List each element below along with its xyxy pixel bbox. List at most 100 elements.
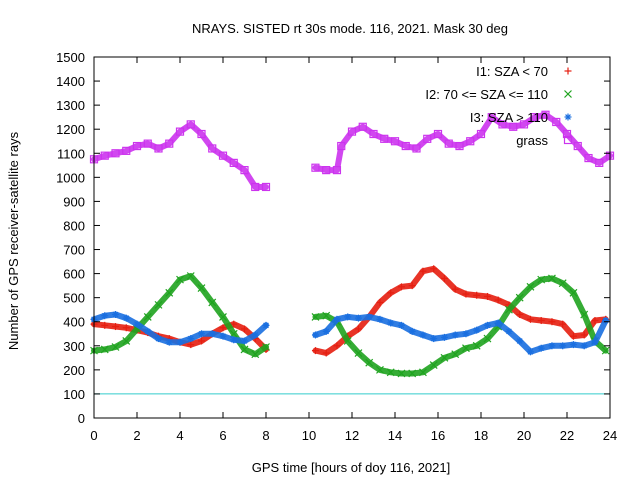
data-point: [175, 127, 185, 136]
marker-stroke: [387, 320, 394, 326]
data-point: [332, 166, 342, 175]
legend-marker: [564, 67, 572, 75]
marker-stroke: [569, 288, 578, 297]
data-point: [358, 122, 367, 131]
chart-title: NRAYS. SISTED rt 30s mode. 116, 2021. Ma…: [192, 21, 508, 36]
marker-stroke: [466, 137, 475, 146]
x-tick-label: 16: [431, 428, 445, 443]
y-tick-label: 400: [63, 315, 85, 330]
data-point: [241, 337, 248, 345]
marker-stroke: [209, 330, 216, 337]
marker-stroke: [240, 345, 249, 354]
data-point: [423, 134, 432, 143]
marker-stroke: [187, 335, 194, 342]
data-point: [218, 151, 228, 160]
data-point: [144, 327, 152, 335]
data-point: [154, 300, 163, 309]
marker-stroke: [347, 127, 357, 136]
data-point: [397, 283, 405, 291]
marker-stroke: [261, 182, 271, 192]
marker-stroke: [186, 272, 195, 280]
marker-stroke: [530, 113, 539, 122]
marker-stroke: [601, 346, 610, 355]
data-point: [516, 337, 524, 345]
marker-stroke: [592, 339, 598, 346]
marker-stroke: [473, 327, 480, 334]
marker-stroke: [515, 293, 524, 302]
marker-stroke: [455, 141, 464, 151]
y-tick-label: 800: [63, 218, 85, 233]
y-tick-label: 100: [63, 387, 85, 402]
legend-marker: [563, 135, 573, 145]
data-point: [419, 331, 427, 339]
data-point: [165, 139, 174, 148]
x-tick-label: 2: [133, 428, 140, 443]
data-point: [380, 134, 389, 143]
marker-stroke: [311, 163, 320, 172]
marker-stroke: [386, 368, 395, 377]
data-point: [354, 349, 363, 357]
marker-stroke: [581, 342, 588, 349]
marker-stroke: [483, 334, 492, 343]
legend-label: grass: [516, 133, 548, 148]
data-point: [408, 369, 417, 378]
marker-stroke: [549, 342, 555, 349]
y-tick-label: 500: [63, 291, 85, 306]
data-point: [462, 344, 470, 353]
marker-stroke: [390, 137, 400, 146]
data-point: [122, 324, 130, 332]
marker-stroke: [355, 315, 362, 321]
data-point: [548, 274, 556, 283]
marker-stroke: [570, 341, 577, 348]
marker-stroke: [208, 144, 217, 153]
data-point: [584, 153, 593, 163]
x-tick-label: 0: [90, 428, 97, 443]
marker-stroke: [429, 361, 438, 369]
data-point: [230, 320, 238, 328]
marker-stroke: [197, 284, 206, 292]
x-tick-label: 24: [603, 428, 617, 443]
data-point: [261, 182, 271, 192]
marker-stroke: [433, 129, 443, 139]
series-layer: [89, 110, 615, 378]
data-point: [515, 293, 524, 302]
data-point: [376, 365, 384, 374]
data-point: [240, 345, 249, 354]
data-point: [208, 144, 217, 153]
marker-stroke: [229, 158, 238, 167]
data-point: [548, 342, 556, 350]
data-point: [412, 144, 421, 153]
marker-stroke: [111, 343, 120, 351]
data-point: [519, 120, 529, 129]
data-point: [580, 331, 588, 339]
data-point: [451, 331, 459, 339]
marker-stroke: [262, 343, 270, 351]
data-point: [165, 288, 174, 297]
data-point: [333, 315, 341, 323]
data-point: [516, 311, 524, 319]
data-point: [311, 312, 320, 321]
marker-stroke: [132, 141, 142, 151]
marker-stroke: [366, 314, 373, 320]
marker-stroke: [430, 335, 437, 342]
marker-stroke: [230, 336, 237, 343]
data-point: [573, 141, 582, 151]
x-tick-label: 18: [474, 428, 488, 443]
data-point: [505, 327, 513, 335]
x-tick-label: 8: [262, 428, 269, 443]
y-axis-label: Number of GPS receiver-satellite rays: [6, 131, 21, 350]
marker-stroke: [100, 151, 109, 160]
marker-stroke: [165, 139, 174, 148]
marker-stroke: [354, 349, 363, 357]
data-point: [580, 310, 589, 319]
marker-stroke: [100, 345, 109, 354]
marker-stroke: [419, 368, 427, 377]
marker-stroke: [144, 328, 151, 335]
data-point: [552, 117, 561, 127]
marker-stroke: [412, 144, 421, 153]
marker-stroke: [154, 300, 163, 309]
data-point: [143, 312, 152, 321]
marker-stroke: [509, 122, 518, 131]
marker-stroke: [558, 279, 567, 288]
data-point: [526, 348, 534, 356]
